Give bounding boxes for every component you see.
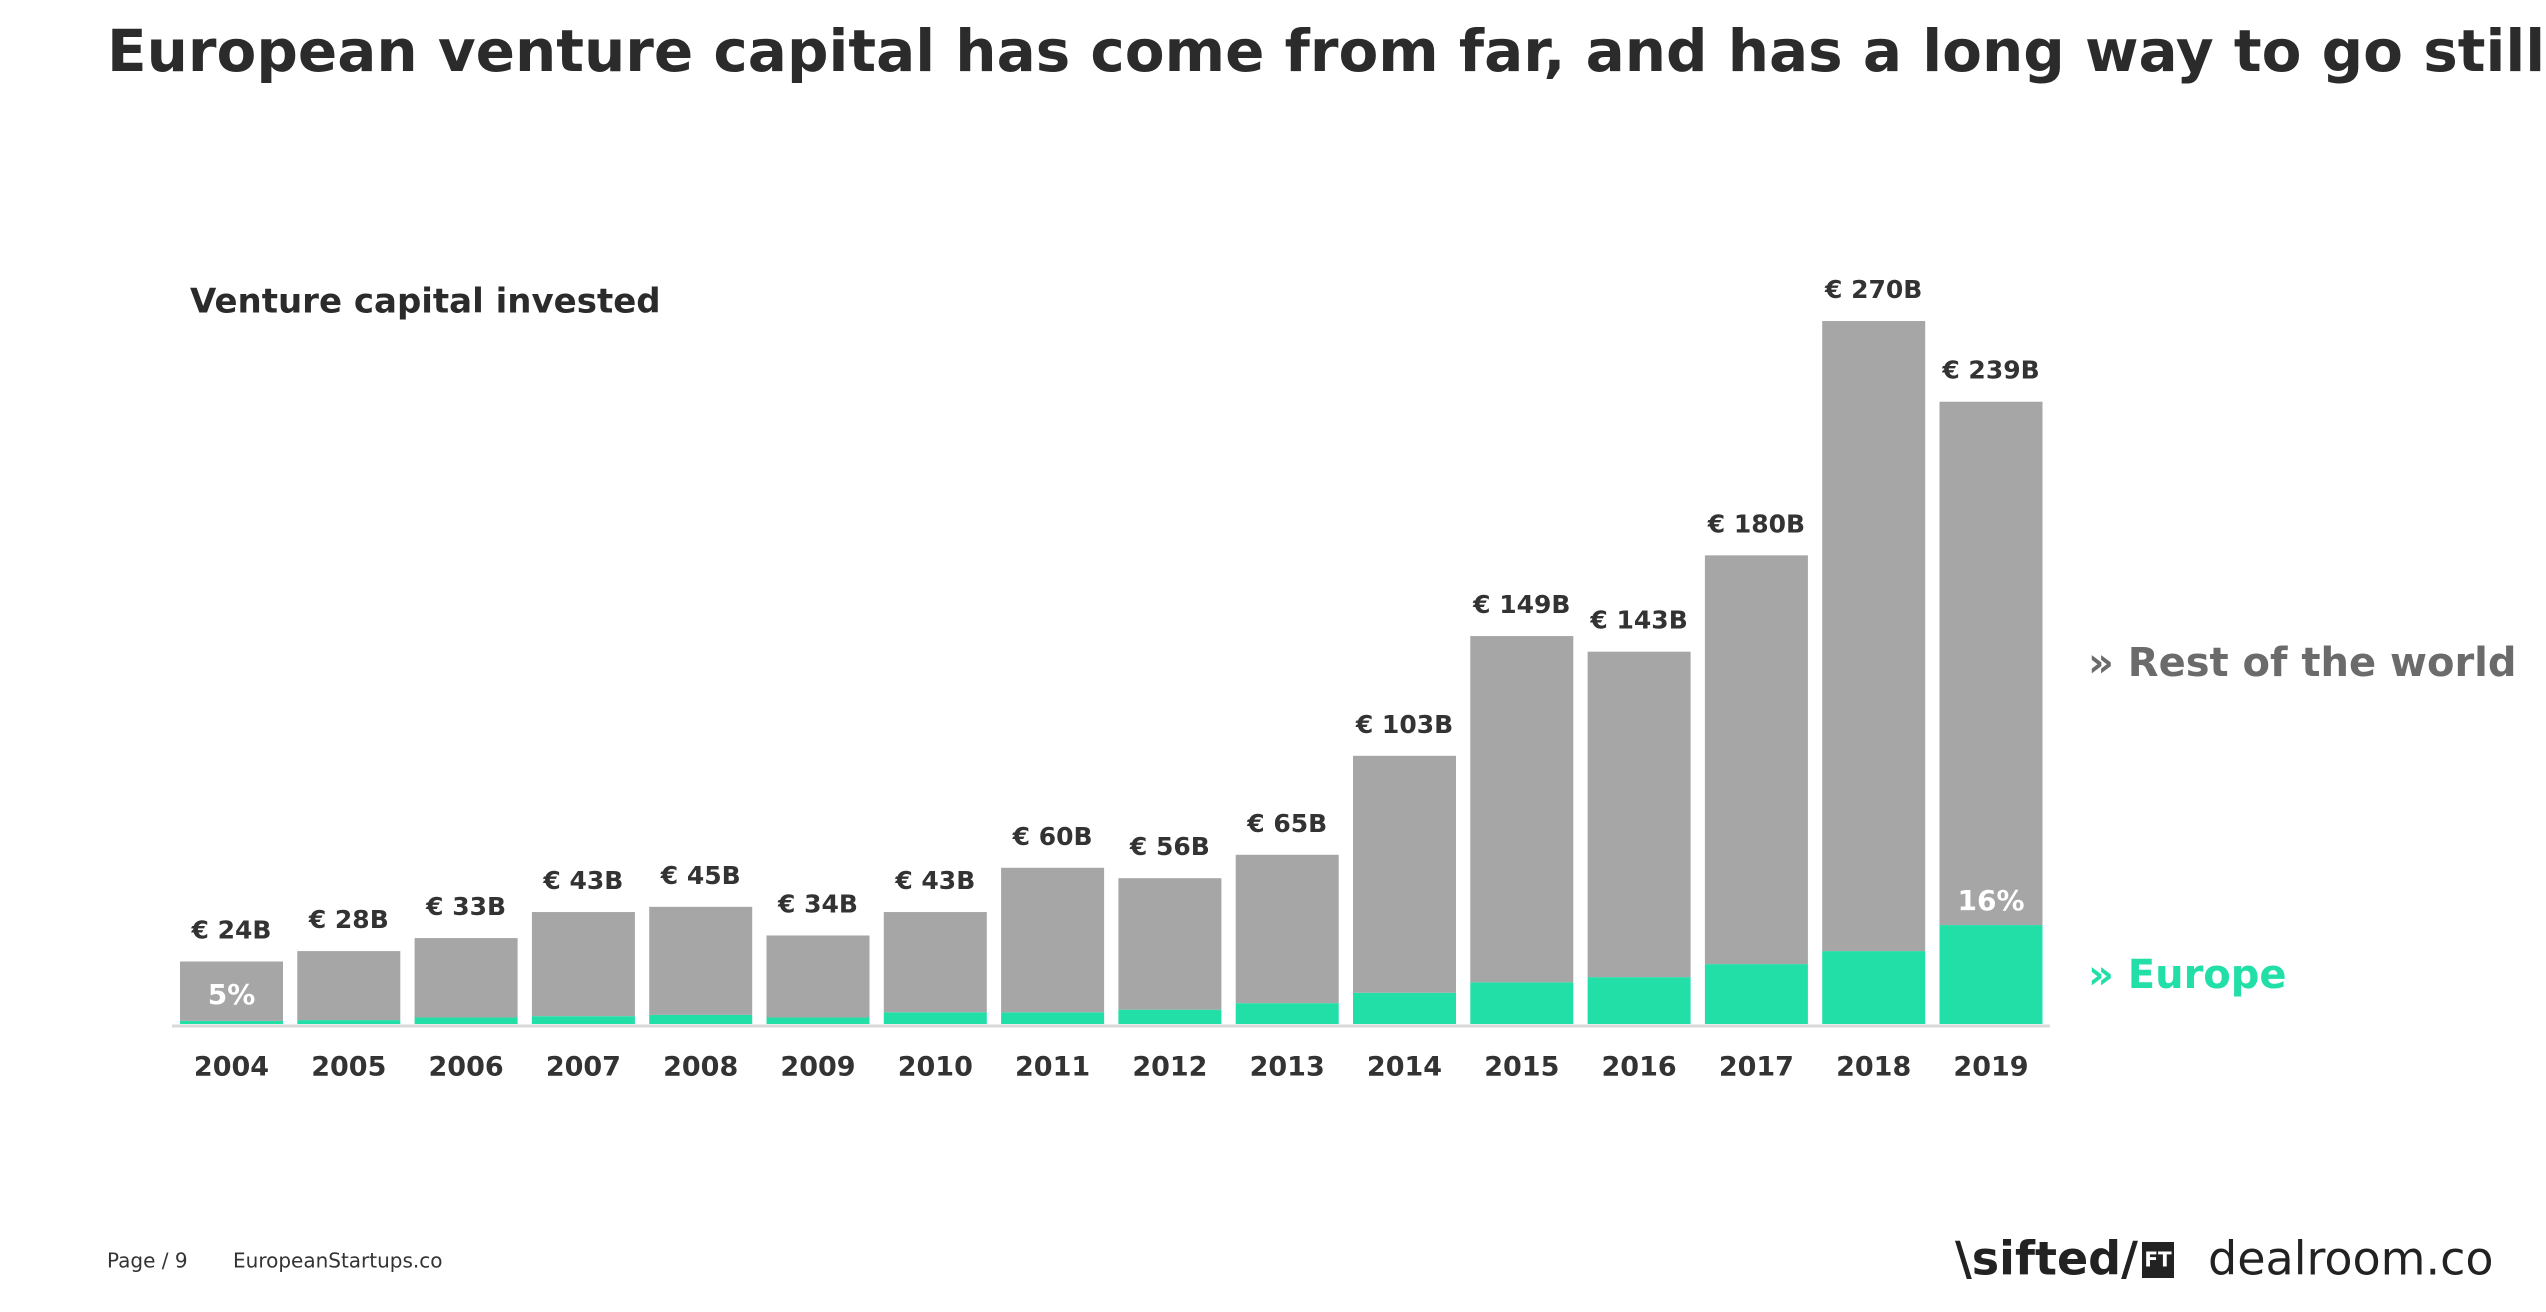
- bar-segment: [1001, 1012, 1105, 1024]
- percent-label: 16%: [1957, 884, 2024, 917]
- x-tick-label: 2006: [429, 1052, 504, 1083]
- bar-segment: [414, 1017, 518, 1024]
- bar-segment: [883, 912, 987, 1013]
- bar-segment: [1001, 867, 1105, 1013]
- bar-segment: [1587, 977, 1691, 1024]
- chart-subtitle: Venture capital invested: [190, 282, 661, 322]
- total-label: € 60B: [1012, 822, 1093, 851]
- x-tick-label: 2004: [194, 1052, 269, 1083]
- bar-segment: [180, 961, 283, 1021]
- legend-entry: » Rest of the world: [2088, 640, 2517, 686]
- bar-segment: [1587, 651, 1691, 978]
- x-tick-label: 2018: [1836, 1052, 1911, 1083]
- logo: dealroom.co: [2208, 1232, 2494, 1286]
- chart-title: European venture capital has come from f…: [107, 17, 2546, 85]
- bar-segment: [1353, 755, 1456, 993]
- page-number: Page / 9: [107, 1249, 188, 1273]
- bar-segment: [1353, 992, 1456, 1024]
- x-tick-label: 2012: [1132, 1052, 1207, 1083]
- total-label: € 33B: [425, 892, 506, 921]
- bar-segment: [1118, 878, 1222, 1010]
- total-label: € 270B: [1824, 275, 1922, 304]
- total-label: € 24B: [191, 916, 272, 945]
- percent-label: 5%: [208, 978, 256, 1011]
- bar-segment: [1118, 1009, 1222, 1024]
- total-label: € 239B: [1941, 356, 2039, 385]
- total-label: € 65B: [1246, 809, 1327, 838]
- site: EuropeanStartups.co: [233, 1249, 443, 1273]
- bar-segment: [649, 1014, 753, 1024]
- total-label: € 56B: [1129, 832, 1210, 861]
- total-label: € 43B: [894, 866, 975, 895]
- bar-segment: [766, 935, 870, 1018]
- bar-segment: [414, 938, 518, 1018]
- bar-segment: [766, 1017, 870, 1024]
- x-tick-label: 2008: [663, 1052, 738, 1083]
- logo: FT: [2144, 1248, 2172, 1272]
- bar-segment: [180, 1020, 283, 1024]
- bar-segment: [1235, 1003, 1339, 1024]
- x-tick-label: 2013: [1250, 1052, 1325, 1083]
- bar-segment: [1822, 951, 1926, 1024]
- total-label: € 143B: [1589, 606, 1687, 635]
- bar-segment: [297, 1020, 401, 1024]
- x-tick-label: 2010: [898, 1052, 973, 1083]
- bar-segment: [1470, 636, 1574, 983]
- bar-segment: [1704, 964, 1808, 1024]
- bar-segment: [1939, 401, 2043, 926]
- ft-box: [2142, 1242, 2174, 1278]
- bar-segment: [1235, 854, 1339, 1004]
- logo: \sifted/: [1955, 1232, 2138, 1286]
- bar-segment: [883, 1012, 987, 1024]
- total-label: € 43B: [542, 866, 623, 895]
- x-tick-label: 2011: [1015, 1052, 1090, 1083]
- x-tick-label: 2007: [546, 1052, 621, 1083]
- bar-segment: [1470, 982, 1574, 1024]
- bar-segment: [1704, 555, 1808, 965]
- x-tick-label: 2005: [311, 1052, 386, 1083]
- bar-segment: [649, 906, 753, 1015]
- legend-entry: » Europe: [2088, 952, 2287, 998]
- total-label: € 28B: [308, 905, 389, 934]
- total-label: € 149B: [1472, 590, 1570, 619]
- total-label: € 180B: [1707, 509, 1805, 538]
- bar-segment: [1939, 925, 2043, 1024]
- x-tick-label: 2009: [780, 1052, 855, 1083]
- x-tick-label: 2014: [1367, 1052, 1442, 1083]
- x-tick-label: 2019: [1953, 1052, 2028, 1083]
- total-label: € 34B: [777, 889, 858, 918]
- total-label: € 103B: [1355, 710, 1453, 739]
- total-label: € 45B: [660, 861, 741, 890]
- x-tick-label: 2015: [1484, 1052, 1559, 1083]
- bar-segment: [531, 1016, 635, 1024]
- bar-segment: [531, 912, 635, 1017]
- x-tick-label: 2017: [1719, 1052, 1794, 1083]
- bar-segment: [1822, 321, 1926, 952]
- x-tick-label: 2016: [1602, 1052, 1677, 1083]
- bar-segment: [297, 951, 401, 1021]
